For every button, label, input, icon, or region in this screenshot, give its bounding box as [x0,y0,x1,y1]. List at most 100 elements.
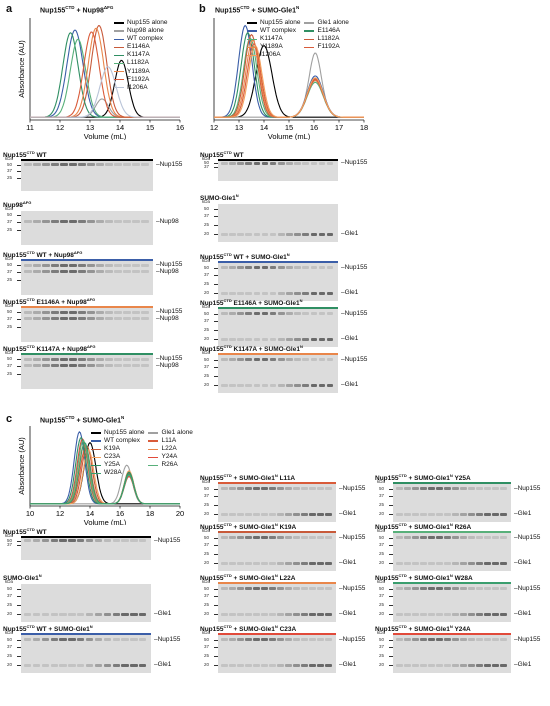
gel-band [412,638,419,642]
band-label: –Nup155 [154,635,181,643]
mw-tick [214,513,218,515]
gel-band [42,317,50,321]
gel-band [444,663,451,667]
mw-tick [214,208,218,210]
mw-tick [389,596,393,597]
band-label: –Nup155 [156,355,183,363]
gel-band [253,536,260,540]
condition-color-bar [393,633,511,635]
gel-band [24,220,32,224]
gel-band [42,364,50,368]
band-label: –Nup98 [156,267,179,275]
gel-panel: SUMO-Gle1N kDa 50 37 25 20 –Gle1 [3,573,193,622]
gel-band [492,663,499,667]
gel-band [51,163,59,167]
gel-band [42,310,50,314]
gel-band [237,383,244,387]
legend-entry: Nup155 alone [247,19,300,27]
gel-band [476,663,483,667]
legend-swatch [304,46,315,48]
gel-band [301,663,308,667]
gel-band [94,663,103,667]
mw-marker: 25 [7,652,13,658]
gel-band [32,663,41,667]
gel-band [41,612,50,616]
gel-band [245,663,252,667]
gel-band [436,561,443,565]
gel-band [325,612,332,616]
legend-swatch [91,432,101,434]
x-tick-label: 12 [210,123,218,132]
x-tick-label: 12 [56,123,64,132]
mw-marker: 25 [7,323,13,329]
mw-tick [214,655,218,657]
legend-swatch [304,30,315,32]
gel-band [103,539,112,543]
gel-band [229,536,236,540]
mw-tick [389,496,393,497]
gel-band [318,291,326,295]
gel-band [123,364,131,368]
gel-band [302,291,310,295]
gel-band [294,232,301,236]
gel-band [412,663,419,667]
legend-entry: Gle1 alone [148,429,201,437]
gel-band [500,587,507,591]
gel-band [24,263,32,267]
gel-band [96,310,104,314]
legend-entry: E1146A [304,27,357,35]
mw-tick [389,553,393,555]
gel-band [428,612,435,616]
legend-label: Nup98 alone [127,27,164,35]
gel-band [269,232,277,236]
gel-image [21,261,153,295]
legend-swatch [114,70,124,73]
gel-band [78,163,86,167]
legend-label: K19A [104,445,120,453]
gel-band [105,317,113,321]
gel-band [33,357,41,361]
x-tick-label: 18 [146,509,154,518]
gel-band [484,612,491,616]
gel-band [229,587,236,591]
gel-panel: Nup155CTD WT + Nup98ΔFG kDa 50 37 25 –Nup155–… [3,250,195,295]
gel-band [221,612,228,616]
gel-band [60,364,68,368]
x-tick-label: 16 [310,123,318,132]
gel-band [404,561,411,565]
gel-band [278,161,285,165]
gel-band [286,161,293,165]
gel-band [277,663,284,667]
gel-band [130,638,138,642]
gel-band [261,312,269,316]
gel-band [326,232,334,236]
mw-tick [17,540,21,542]
x-tick-label: 17 [335,123,343,132]
gel-panel: Nup155CTD + SUMO-Gle1N Y24A kDa 50 37 25 20 –N… [375,624,550,673]
gel-band [285,512,292,516]
gel-band [132,163,140,167]
mw-tick [214,359,218,361]
x-tick-label: 13 [235,123,243,132]
mw-marker: 25 [7,601,13,607]
gel-band [476,612,483,616]
mw-tick [214,553,218,555]
mw-marker: 50 [7,537,13,543]
mw-tick [17,365,21,367]
gel-band [326,312,334,316]
legend-entry: WT complex [247,27,300,35]
gel-band [51,270,59,274]
gel-band [452,612,459,616]
mw-tick [214,216,218,217]
condition-color-bar [218,531,336,533]
gel-band [269,383,277,387]
condition-color-bar [218,261,338,263]
legend-label: L22A [161,445,177,453]
gel-band [460,612,467,616]
gel-band [237,638,244,642]
gel-band [59,539,67,543]
mw-tick [214,283,218,285]
mw-marker: 37 [204,493,210,499]
gel-panel: Nup155CTD + SUMO-Gle1N R26A kDa 50 37 25 20 –N… [375,522,550,571]
gel-band [293,487,300,491]
